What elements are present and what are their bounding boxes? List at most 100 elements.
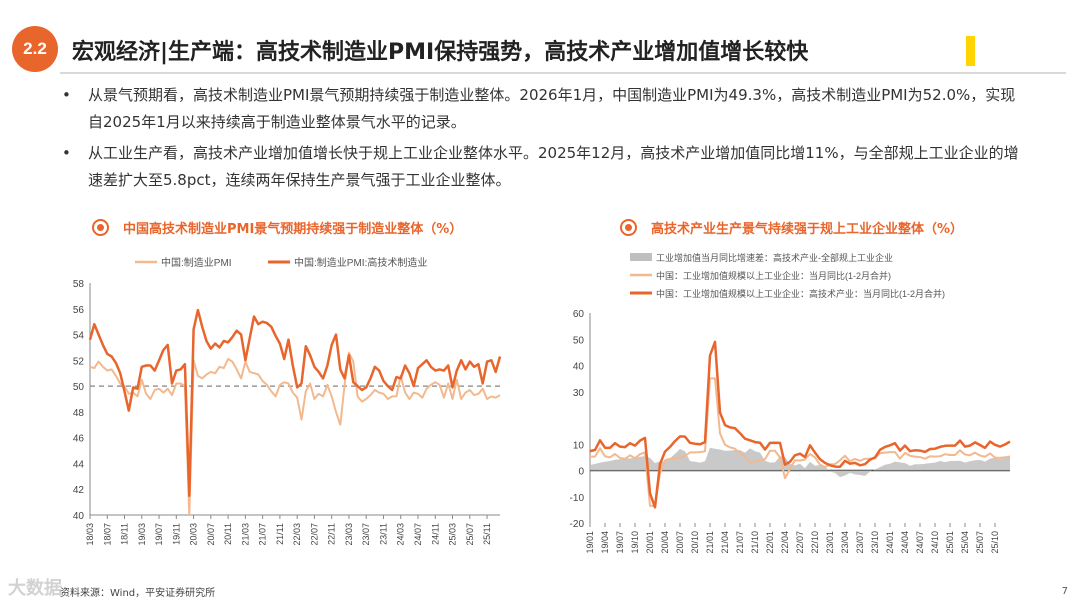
- bullet-text: 从工业生产看，高技术产业增加值增长快于规上工业企业整体水平。2025年12月，高…: [88, 144, 1019, 189]
- chart2-industrial-output-chart: 工业增加值当月同比增速差：高技术产业-全部规上工业企业中国：工业增加值规模以上工…: [570, 252, 1011, 554]
- y-tick-label: 48: [73, 408, 85, 419]
- y-tick-label: 10: [573, 440, 585, 451]
- series-line-all-industry-yoy: [590, 377, 1011, 507]
- x-tick-label: 18/11: [120, 523, 130, 545]
- x-tick-label: 20/04: [660, 531, 670, 554]
- watermark-logo: 大数据: [8, 578, 62, 599]
- x-tick-label: 24/07: [915, 531, 925, 554]
- x-tick-label: 19/03: [137, 523, 147, 546]
- bullet-item: • 从景气预期看，高技术制造业PMI景气预期持续强于制造业整体。2026年1月，…: [60, 82, 1020, 136]
- y-tick-label: 52: [73, 356, 85, 367]
- page-number: 7: [1061, 586, 1068, 597]
- x-tick-label: 20/10: [690, 531, 700, 554]
- x-tick-label: 25/10: [990, 531, 1000, 554]
- x-tick-label: 19/04: [600, 531, 610, 554]
- x-tick-label: 25/07: [975, 531, 985, 554]
- y-tick-label: 44: [73, 459, 85, 470]
- x-tick-label: 19/07: [154, 523, 164, 546]
- bullet-item: • 从工业生产看，高技术产业增加值增长快于规上工业企业整体水平。2025年12月…: [60, 140, 1020, 194]
- x-tick-label: 23/01: [825, 531, 835, 554]
- y-tick-label: 50: [573, 335, 585, 346]
- x-tick-label: 20/07: [206, 523, 216, 546]
- bullet-dot: •: [62, 86, 71, 104]
- x-tick-label: 19/07: [615, 531, 625, 554]
- y-tick-label: 0: [578, 467, 584, 478]
- x-tick-label: 23/10: [870, 531, 880, 554]
- x-tick-label: 21/01: [705, 531, 715, 554]
- legend-label: 中国:制造业PMI:高技术制造业: [294, 256, 427, 269]
- y-tick-label: 50: [73, 382, 85, 393]
- x-tick-label: 22/11: [327, 523, 337, 545]
- title-divider: [60, 72, 1066, 74]
- chart1-title-text: 中国高技术制造业PMI景气预期持续强于制造业整体（%）: [123, 222, 463, 237]
- bullet-list: • 从景气预期看，高技术制造业PMI景气预期持续强于制造业整体。2026年1月，…: [60, 82, 1020, 198]
- x-tick-label: 22/07: [309, 523, 319, 546]
- x-tick-label: 22/04: [780, 531, 790, 554]
- x-tick-label: 21/07: [258, 523, 268, 546]
- legend-label: 中国：工业增加值规模以上工业企业：高技术产业：当月同比(1-2月合并): [656, 288, 945, 299]
- bullet-dot: •: [62, 144, 71, 162]
- page-title: 宏观经济|生产端：高技术制造业PMI保持强势，高技术产业增加值增长较快: [72, 40, 809, 65]
- x-tick-label: 20/07: [675, 531, 685, 554]
- target-icon: [92, 219, 109, 236]
- y-tick-label: 42: [73, 485, 85, 496]
- x-tick-label: 24/07: [413, 523, 423, 546]
- series-line-hightech-yoy: [589, 340, 1011, 509]
- y-tick-label: 40: [73, 511, 85, 522]
- x-tick-label: 25/01: [945, 531, 955, 554]
- target-icon: [620, 219, 637, 236]
- y-tick-label: -10: [570, 493, 585, 504]
- x-tick-label: 24/01: [885, 531, 895, 554]
- x-tick-label: 22/10: [810, 531, 820, 554]
- chart2-title: 高技术产业生产景气持续强于规上工业企业整体（%）: [620, 218, 963, 237]
- x-tick-label: 23/04: [840, 531, 850, 554]
- x-tick-label: 23/11: [378, 523, 388, 545]
- x-tick-label: 21/10: [750, 531, 760, 554]
- series-line-hightech-pmi: [88, 308, 502, 497]
- x-tick-label: 25/11: [482, 523, 492, 545]
- x-tick-label: 23/07: [855, 531, 865, 554]
- x-tick-label: 24/04: [900, 531, 910, 554]
- chart1-pmi-line-chart: 中国:制造业PMI 中国:制造业PMI:高技术制造业 40 42 44 46 48 50 52 5…: [73, 256, 502, 546]
- x-tick-label: 20/11: [223, 523, 233, 545]
- x-tick-label: 25/07: [465, 523, 475, 546]
- x-tick-label: 25/04: [960, 531, 970, 554]
- y-tick-label: 58: [73, 279, 85, 290]
- y-tick-label: 56: [73, 305, 85, 316]
- x-tick-label: 18/03: [85, 523, 95, 546]
- source-note: 资料来源：Wind，平安证券研究所: [60, 588, 216, 599]
- x-tick-label: 23/03: [344, 523, 354, 546]
- x-tick-label: 18/07: [102, 523, 112, 546]
- x-tick-label: 19/10: [630, 531, 640, 554]
- y-tick-label: 46: [73, 434, 85, 445]
- x-tick-label: 24/10: [930, 531, 940, 554]
- x-tick-label: 23/07: [361, 523, 371, 546]
- x-tick-label: 25/03: [448, 523, 458, 546]
- x-tick-label: 20/01: [645, 531, 655, 554]
- x-tick-label: 21/11: [275, 523, 285, 545]
- legend-label: 中国:制造业PMI: [161, 256, 232, 269]
- x-tick-label: 21/07: [735, 531, 745, 554]
- x-tick-label: 22/01: [765, 531, 775, 554]
- title-highlight-bar: [966, 36, 975, 66]
- x-tick-label: 19/01: [585, 531, 595, 554]
- section-number-badge: 2.2: [12, 26, 58, 72]
- y-tick-label: 54: [73, 331, 85, 342]
- y-tick-label: 40: [573, 362, 585, 373]
- series-area-growth-spread: [590, 447, 1010, 478]
- y-tick-label: -20: [570, 519, 585, 530]
- series-line-manufacturing-pmi: [89, 351, 501, 516]
- x-tick-label: 21/03: [240, 523, 250, 546]
- bullet-text: 从景气预期看，高技术制造业PMI景气预期持续强于制造业整体。2026年1月，中国…: [88, 86, 1016, 131]
- chart2-title-text: 高技术产业生产景气持续强于规上工业企业整体（%）: [651, 222, 964, 237]
- x-tick-label: 24/11: [430, 523, 440, 545]
- legend-label: 中国：工业增加值规模以上工业企业：当月同比(1-2月合并): [656, 270, 891, 281]
- legend-label: 工业增加值当月同比增速差：高技术产业-全部规上工业企业: [656, 252, 893, 263]
- x-tick-label: 20/03: [189, 523, 199, 546]
- x-tick-label: 19/11: [171, 523, 181, 545]
- x-tick-label: 22/07: [795, 531, 805, 554]
- y-tick-label: 30: [573, 388, 585, 399]
- chart1-title: 中国高技术制造业PMI景气预期持续强于制造业整体（%）: [92, 218, 462, 237]
- y-tick-label: 60: [573, 309, 585, 320]
- x-tick-label: 22/03: [292, 523, 302, 546]
